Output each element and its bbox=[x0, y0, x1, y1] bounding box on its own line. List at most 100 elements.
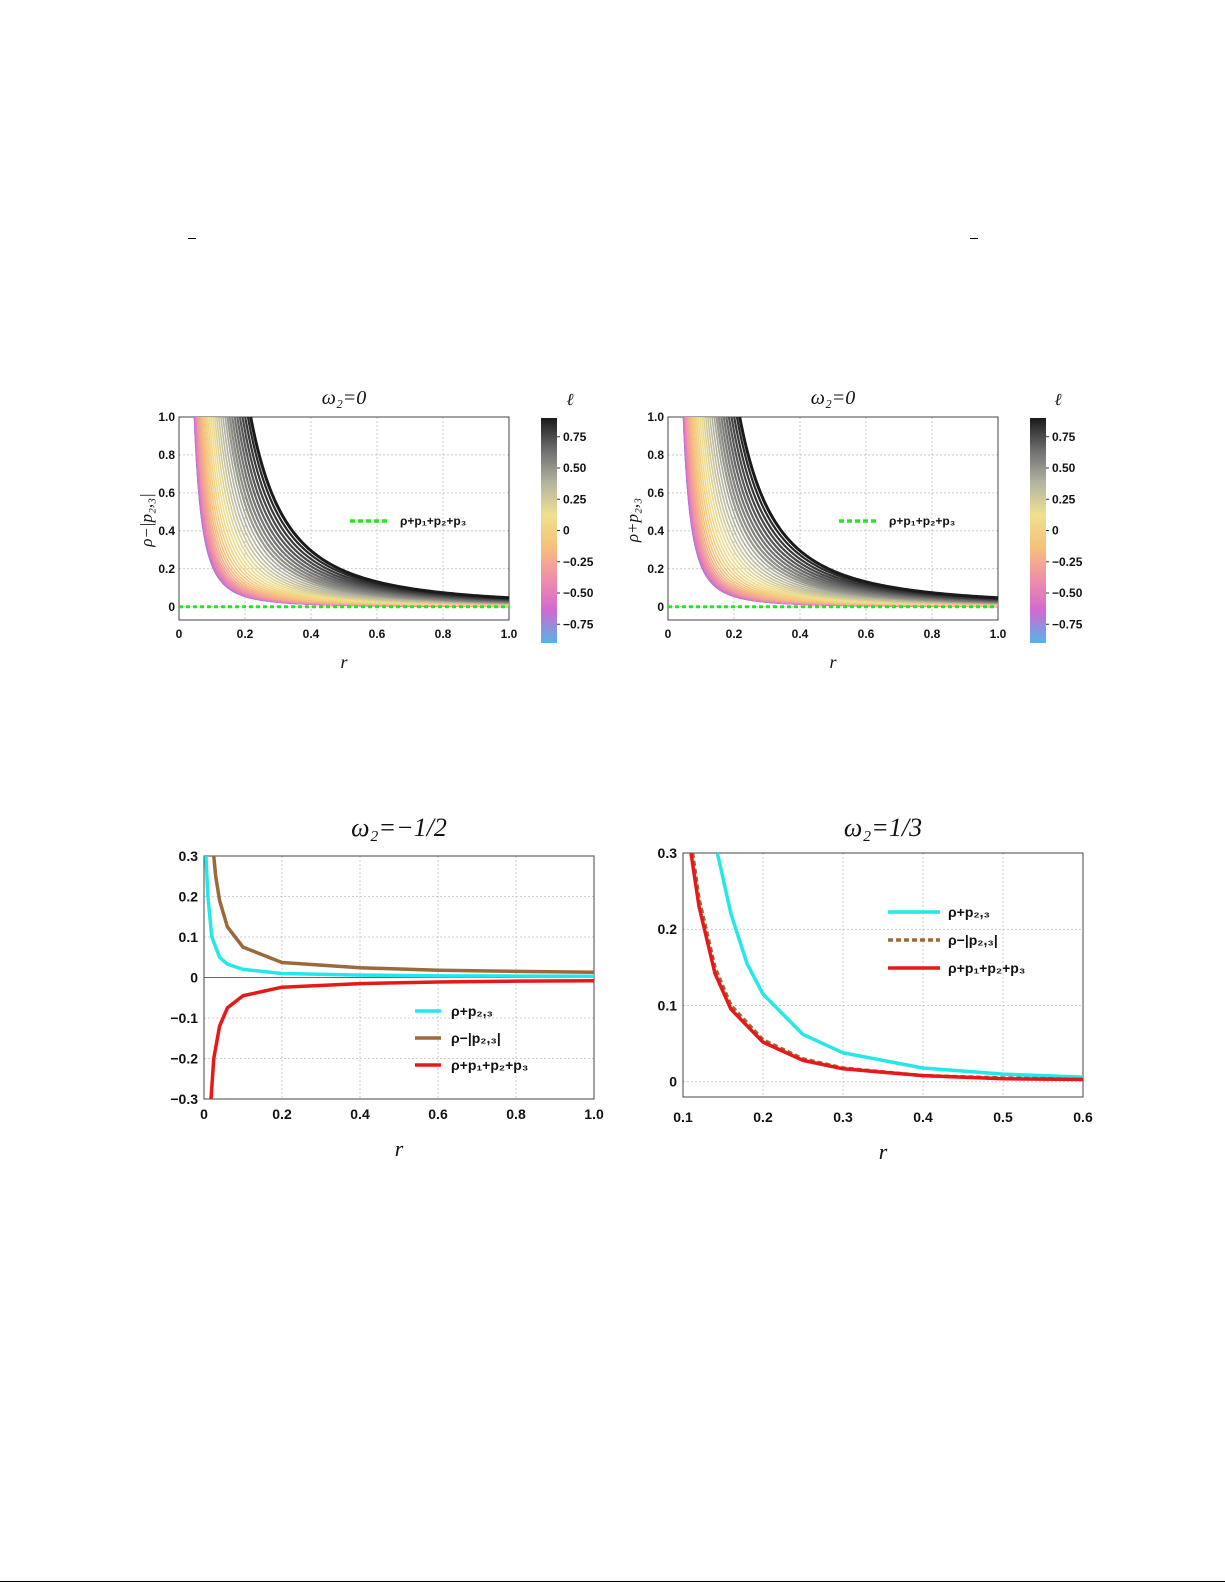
plot-frame bbox=[682, 852, 1084, 1098]
colorbar-tick-label: −0.50 bbox=[563, 586, 594, 600]
plot-frame bbox=[667, 416, 999, 621]
legend-label: ρ+p₁+p₂+p₃ bbox=[400, 514, 466, 528]
series-line-3 bbox=[209, 978, 594, 1099]
x-tick-label: 0.2 bbox=[272, 1106, 292, 1122]
x-axis-label: r bbox=[340, 652, 348, 672]
y-tick-label: 0.4 bbox=[647, 524, 664, 538]
x-tick-label: 0.4 bbox=[792, 627, 809, 641]
plot-frame bbox=[178, 416, 510, 621]
y-tick-label: 0.2 bbox=[647, 562, 664, 576]
colorbar-label: ℓ bbox=[1054, 390, 1061, 409]
legend-label: ρ+p₁+p₂+p₃ bbox=[948, 960, 1025, 976]
x-tick-label: 0.3 bbox=[833, 1109, 853, 1125]
y-tick-label: 0 bbox=[190, 969, 198, 985]
colorbar-tick-label: 0.50 bbox=[1052, 461, 1076, 475]
legend: ρ+p₂,₃ ρ−|p₂,₃| ρ+p₁+p₂+p₃ bbox=[888, 904, 1025, 976]
x-tick-label: 0.6 bbox=[858, 627, 875, 641]
legend-label: ρ−|p₂,₃| bbox=[451, 1030, 501, 1046]
x-tick-label: 1.0 bbox=[584, 1106, 604, 1122]
x-tick-label: 0.6 bbox=[428, 1106, 448, 1122]
colorbar-tick-label: 0.25 bbox=[563, 492, 587, 506]
legend: ρ+p₁+p₂+p₃ bbox=[839, 514, 955, 528]
y-tick-label: 0.8 bbox=[158, 448, 175, 462]
series-line-3 bbox=[689, 853, 1083, 1082]
chart-3: 0 0.2 0.4 0.6 0.8 1.0 −0.3 −0.2 −0.1 0 0.1 0.2 0.3 ω₂… bbox=[170, 813, 604, 1161]
y-axis-label: ρ+p₂,₃ bbox=[623, 498, 642, 543]
colorbar-tick-label: 0 bbox=[563, 524, 570, 538]
y-tick-label: 0 bbox=[168, 600, 175, 614]
y-tick-label: 0.1 bbox=[179, 929, 199, 945]
y-tick-label: −0.3 bbox=[170, 1091, 198, 1107]
legend-label: ρ+p₂,₃ bbox=[451, 1003, 493, 1019]
y-tick-label: 0.8 bbox=[647, 448, 664, 462]
x-tick-label: 0.4 bbox=[350, 1106, 370, 1122]
y-tick-label: 0 bbox=[657, 600, 664, 614]
colorbar-label: ℓ bbox=[566, 390, 573, 409]
y-tick-label: 0.6 bbox=[158, 486, 175, 500]
plot-area bbox=[179, 417, 509, 609]
y-tick-label: 1.0 bbox=[647, 410, 664, 424]
y-tick-label: 0.2 bbox=[158, 562, 175, 576]
x-tick-label: 0.6 bbox=[1073, 1109, 1093, 1125]
x-tick-label: 0.2 bbox=[753, 1109, 773, 1125]
x-tick-label: 0.4 bbox=[913, 1109, 933, 1125]
legend-label: ρ+p₁+p₂+p₃ bbox=[451, 1057, 528, 1073]
x-tick-label: 0.2 bbox=[726, 627, 743, 641]
x-tick-label: 0.8 bbox=[435, 627, 452, 641]
plot-frame bbox=[203, 855, 595, 1100]
legend: ρ+p₂,₃ ρ−|p₂,₃| ρ+p₁+p₂+p₃ bbox=[415, 1003, 528, 1073]
x-tick-label: 0 bbox=[665, 627, 672, 641]
x-tick-label: 0.1 bbox=[673, 1109, 693, 1125]
colorbar-tick-label: 0.50 bbox=[563, 461, 587, 475]
family-curve bbox=[738, 417, 998, 600]
plot-area bbox=[668, 417, 998, 609]
colorbar-tick-label: −0.75 bbox=[1052, 617, 1083, 631]
x-tick-label: 0.8 bbox=[924, 627, 941, 641]
x-tick-label: 0 bbox=[176, 627, 183, 641]
chart-4: 0.1 0.2 0.3 0.4 0.5 0.6 0 0.1 0.2 0.3 ω₂=1/3 r ρ+p₂,… bbox=[658, 813, 1093, 1164]
chart-title: ω₂=−1/2 bbox=[351, 813, 447, 842]
chart-title: ω₂=0 bbox=[811, 387, 856, 409]
y-tick-label: 0.1 bbox=[658, 997, 678, 1013]
legend-label: ρ+p₂,₃ bbox=[948, 904, 990, 920]
plot-area bbox=[689, 853, 1083, 1082]
x-axis-label: r bbox=[879, 1139, 888, 1164]
colorbar-tick-label: −0.75 bbox=[563, 617, 594, 631]
footer-rule bbox=[0, 1581, 1225, 1582]
series-line-2 bbox=[212, 856, 594, 974]
series-line-1 bbox=[715, 853, 1083, 1079]
y-tick-label: 0.3 bbox=[658, 845, 678, 861]
chart-2: 0 0.2 0.4 0.6 0.8 1.0 0 0.2 0.4 0.6 0.8 1.0 ω₂=0 r ρ+p… bbox=[623, 387, 1083, 672]
page-mark-left bbox=[188, 238, 196, 239]
x-axis-label: r bbox=[395, 1136, 404, 1161]
y-tick-label: −0.2 bbox=[170, 1050, 198, 1066]
y-tick-label: −0.1 bbox=[170, 1010, 198, 1026]
legend-label: ρ−|p₂,₃| bbox=[948, 932, 998, 948]
y-tick-label: 0.3 bbox=[179, 848, 199, 864]
y-tick-label: 0.2 bbox=[658, 921, 678, 937]
y-tick-label: 1.0 bbox=[158, 410, 175, 424]
y-tick-label: 0 bbox=[669, 1074, 677, 1090]
family-curve bbox=[249, 417, 509, 600]
x-axis-label: r bbox=[829, 652, 837, 672]
legend-label: ρ+p₁+p₂+p₃ bbox=[889, 514, 955, 528]
y-tick-label: 0.6 bbox=[647, 486, 664, 500]
chart-1: 0 0.2 0.4 0.6 0.8 1.0 0 0.2 0.4 0.6 0.8 1.0 ω₂=0 r ρ−|… bbox=[137, 387, 594, 672]
legend: ρ+p₁+p₂+p₃ bbox=[350, 514, 466, 528]
x-tick-label: 0.5 bbox=[993, 1109, 1013, 1125]
y-tick-label: 0.4 bbox=[158, 524, 175, 538]
colorbar-tick-label: −0.25 bbox=[1052, 555, 1083, 569]
x-tick-label: 1.0 bbox=[501, 627, 518, 641]
series-line-1 bbox=[204, 856, 594, 979]
x-tick-label: 0 bbox=[200, 1106, 208, 1122]
x-tick-label: 0.8 bbox=[506, 1106, 526, 1122]
x-tick-label: 0.4 bbox=[303, 627, 320, 641]
colorbar-tick-label: −0.25 bbox=[563, 555, 594, 569]
colorbar bbox=[1030, 418, 1046, 643]
colorbar-tick-label: 0.75 bbox=[563, 430, 587, 444]
colorbar-tick-label: 0 bbox=[1052, 524, 1059, 538]
colorbar-tick-label: −0.50 bbox=[1052, 586, 1083, 600]
x-tick-label: 0.2 bbox=[237, 627, 254, 641]
colorbar-tick-label: 0.75 bbox=[1052, 430, 1076, 444]
